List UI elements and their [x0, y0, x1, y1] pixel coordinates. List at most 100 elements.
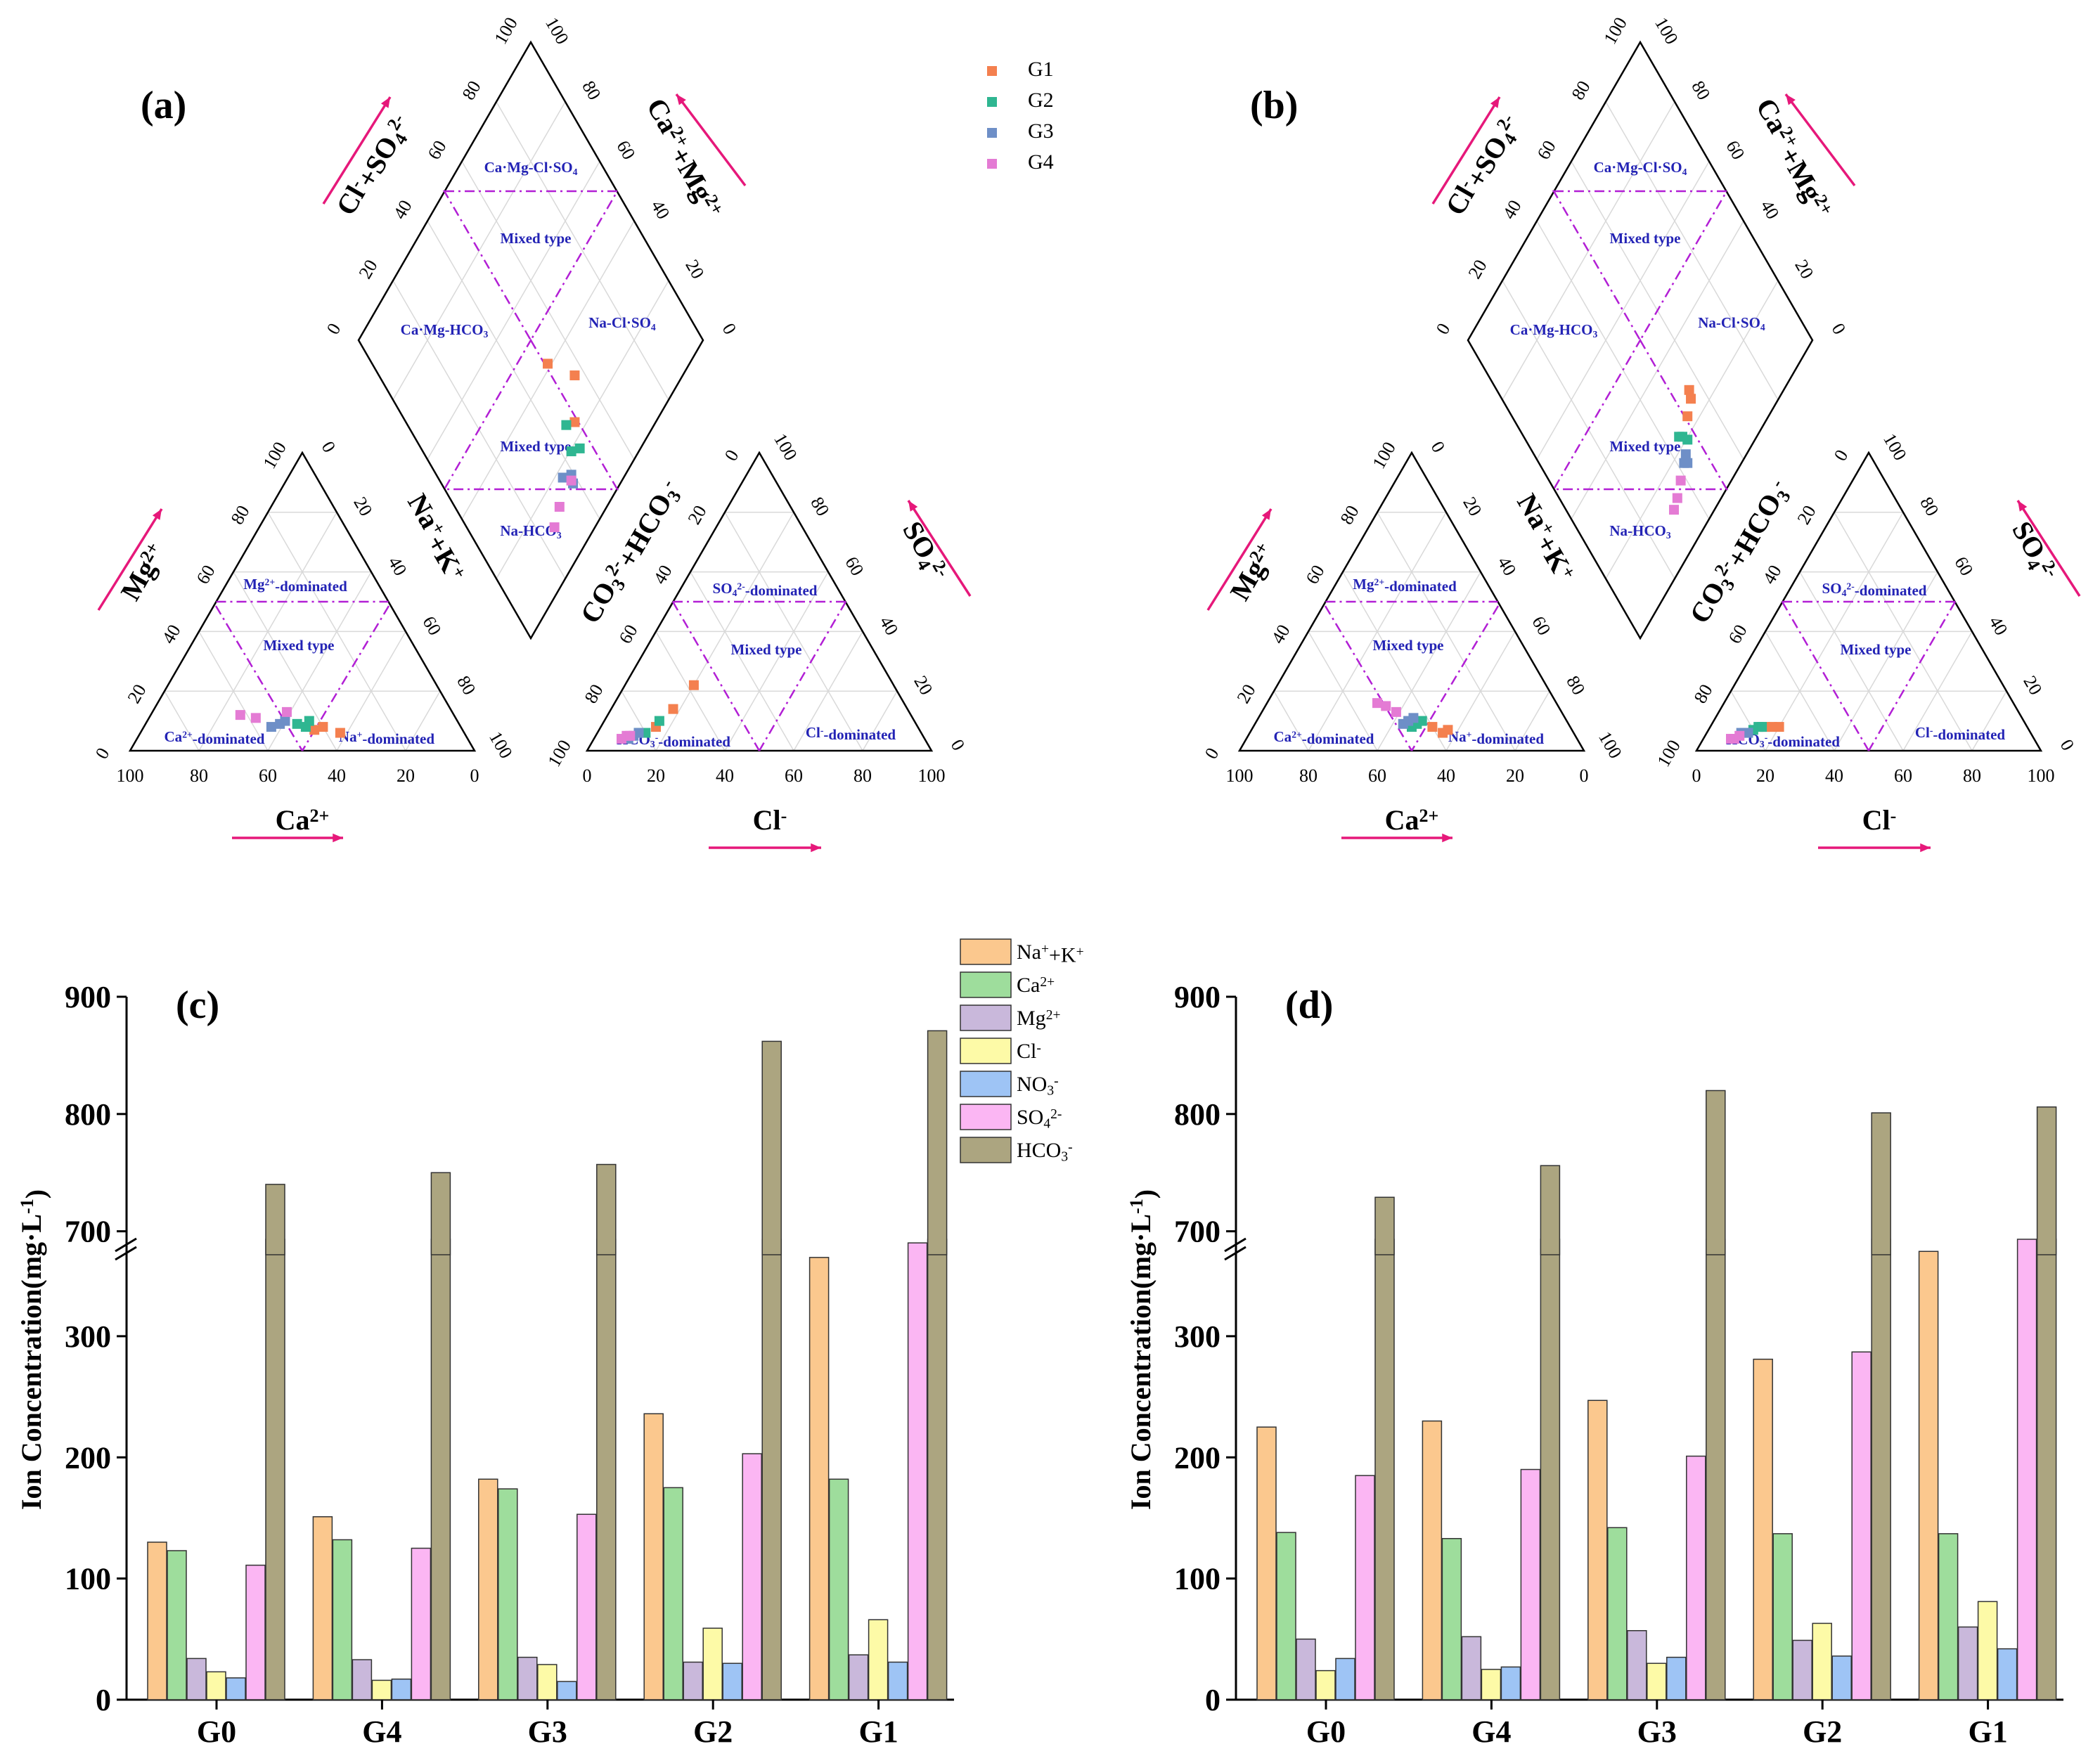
anion-cl-tick: 80: [1963, 765, 1981, 786]
anion-co3-tick: 20: [1793, 502, 1820, 528]
ion-legend-label: Ca2+: [1017, 974, 1055, 997]
bar-chart-c: 0 100 200 300 700 800 900 Ion Concentration(mg·…: [15, 980, 954, 1749]
x-tick-label: G3: [528, 1714, 567, 1749]
cation-region-label: Mixed type: [1373, 637, 1444, 654]
bar-g0: [1355, 1475, 1375, 1700]
axis-break-mark: [115, 1237, 137, 1253]
anion-cl-tick: 20: [647, 765, 665, 786]
bar-g4: [352, 1659, 373, 1700]
y-tick-label: 800: [1174, 1097, 1220, 1132]
cation-ca-axis-title: Ca2+: [276, 804, 330, 836]
legend-label: G3: [1028, 119, 1054, 143]
bar-g1: [848, 1654, 869, 1700]
cation-nak-tick: 20: [349, 493, 376, 519]
cation-point-g2: [304, 716, 314, 726]
diamond-region-label: Na-HCO3: [1609, 522, 1671, 541]
bar-g0: [1315, 1669, 1336, 1700]
anion-so4-tick: 20: [2019, 672, 2046, 698]
bar-g1: [1957, 1626, 1978, 1700]
anion-so4-tick: 60: [841, 553, 868, 579]
legend-label: G2: [1028, 89, 1054, 112]
diamond-right-tick: 80: [1687, 77, 1714, 103]
axis-break-mark: [1224, 1237, 1247, 1253]
diamond-grid-line: [427, 161, 600, 460]
diamond-outline: [357, 40, 704, 640]
direction-arrowhead: [811, 843, 821, 853]
cation-mg-tick: 40: [1268, 621, 1294, 647]
diamond-point-g1: [543, 358, 553, 369]
bar-g3: [576, 1513, 597, 1700]
diamond-right-tick: 60: [612, 137, 639, 163]
bar-g0: [1374, 1239, 1395, 1700]
anion-co3-tick: 60: [615, 621, 642, 647]
diamond-right-tick: 40: [1756, 197, 1783, 223]
bar-g1: [1977, 1601, 1998, 1700]
diamond-right-tick: 100: [541, 14, 573, 48]
diamond-left-tick: 0: [323, 320, 345, 338]
direction-arrowhead: [908, 500, 918, 512]
diamond-left-tick: 80: [1568, 77, 1595, 103]
diamond-grid-line: [1605, 101, 1779, 401]
direction-arrowhead: [1442, 833, 1452, 843]
cation-mg-tick: 100: [1368, 439, 1400, 472]
axis-break-mark: [115, 1246, 137, 1261]
diamond-region-label: Ca·Mg-Cl·SO4: [484, 159, 578, 177]
anion-co3-tick: 40: [1759, 562, 1786, 588]
diamond-region-label: Ca·Mg-HCO3: [401, 321, 489, 340]
ion-legend-swatch: [960, 1038, 1012, 1064]
cation-ca-tick: 60: [259, 765, 277, 786]
x-tick-label: G2: [693, 1714, 733, 1749]
anion-point-g4: [1734, 730, 1745, 741]
diamond-right-tick: 0: [1828, 320, 1850, 338]
diamond-region-label: Mixed type: [1610, 438, 1681, 455]
bar-g4: [411, 1547, 432, 1700]
diamond-grid-line: [1571, 221, 1744, 519]
diamond-point-g3: [1680, 449, 1691, 460]
anion-point-g4: [625, 730, 636, 741]
anion-region-label: SO42--dominated: [713, 580, 818, 599]
diamond-right-tick: 40: [647, 197, 674, 223]
diamond-region-boundary: [442, 190, 619, 342]
anion-grid-line: [1971, 690, 2007, 751]
x-tick-label: G3: [1637, 1714, 1677, 1749]
cation-nak-tick: 0: [318, 438, 340, 456]
direction-arrowhead: [333, 833, 343, 843]
cation-region-label: Mg2+-dominated: [243, 576, 347, 595]
anion-so4-tick: 100: [1879, 430, 1911, 464]
diamond-region-label: Na-Cl·SO4: [1698, 314, 1765, 332]
bar-g1: [2036, 1106, 2057, 1255]
diamond-region-label: Na-Cl·SO4: [588, 314, 656, 332]
x-tick-label: G2: [1803, 1714, 1842, 1749]
y-axis-title: Ion Concentration(mg·L-1): [1125, 1189, 1161, 1510]
bar-g3: [557, 1681, 577, 1700]
bar-g4: [332, 1539, 353, 1700]
anion-point-g1: [668, 704, 678, 714]
diamond-point-g1: [569, 417, 580, 427]
anion-grid-line: [621, 690, 657, 751]
y-tick-label: 700: [1174, 1215, 1220, 1249]
legend-marker-g3: [987, 128, 997, 138]
legend-label: G4: [1028, 150, 1054, 174]
anion-co3-tick: 80: [581, 680, 607, 706]
anion-region-boundary: [758, 601, 847, 751]
diamond-point-g2: [561, 420, 572, 430]
cation-nak-tick: 80: [453, 672, 479, 698]
cation-nak-tick: 0: [1427, 438, 1450, 456]
panel-label: (c): [176, 983, 219, 1027]
cation-grid-line: [267, 512, 406, 751]
bar-g2: [663, 1487, 683, 1700]
diamond-point-g4: [566, 475, 576, 486]
anion-region-label: SO42--dominated: [1822, 580, 1927, 599]
group-legend: G1 G2 G3 G4: [987, 58, 1054, 174]
bar-g0: [206, 1671, 226, 1700]
direction-arrow: [1784, 93, 1856, 187]
x-tick-label: G1: [1968, 1714, 2007, 1749]
bar-g1: [927, 1239, 948, 1700]
bar-g0: [1335, 1658, 1355, 1700]
diamond-left-tick: 40: [1499, 197, 1526, 223]
ion-legend-swatch: [960, 971, 1012, 998]
bar-g2: [761, 1040, 782, 1255]
bar-g4: [430, 1239, 451, 1700]
cation-mg-tick: 40: [158, 621, 185, 647]
diamond-left-tick: 60: [1533, 137, 1560, 163]
